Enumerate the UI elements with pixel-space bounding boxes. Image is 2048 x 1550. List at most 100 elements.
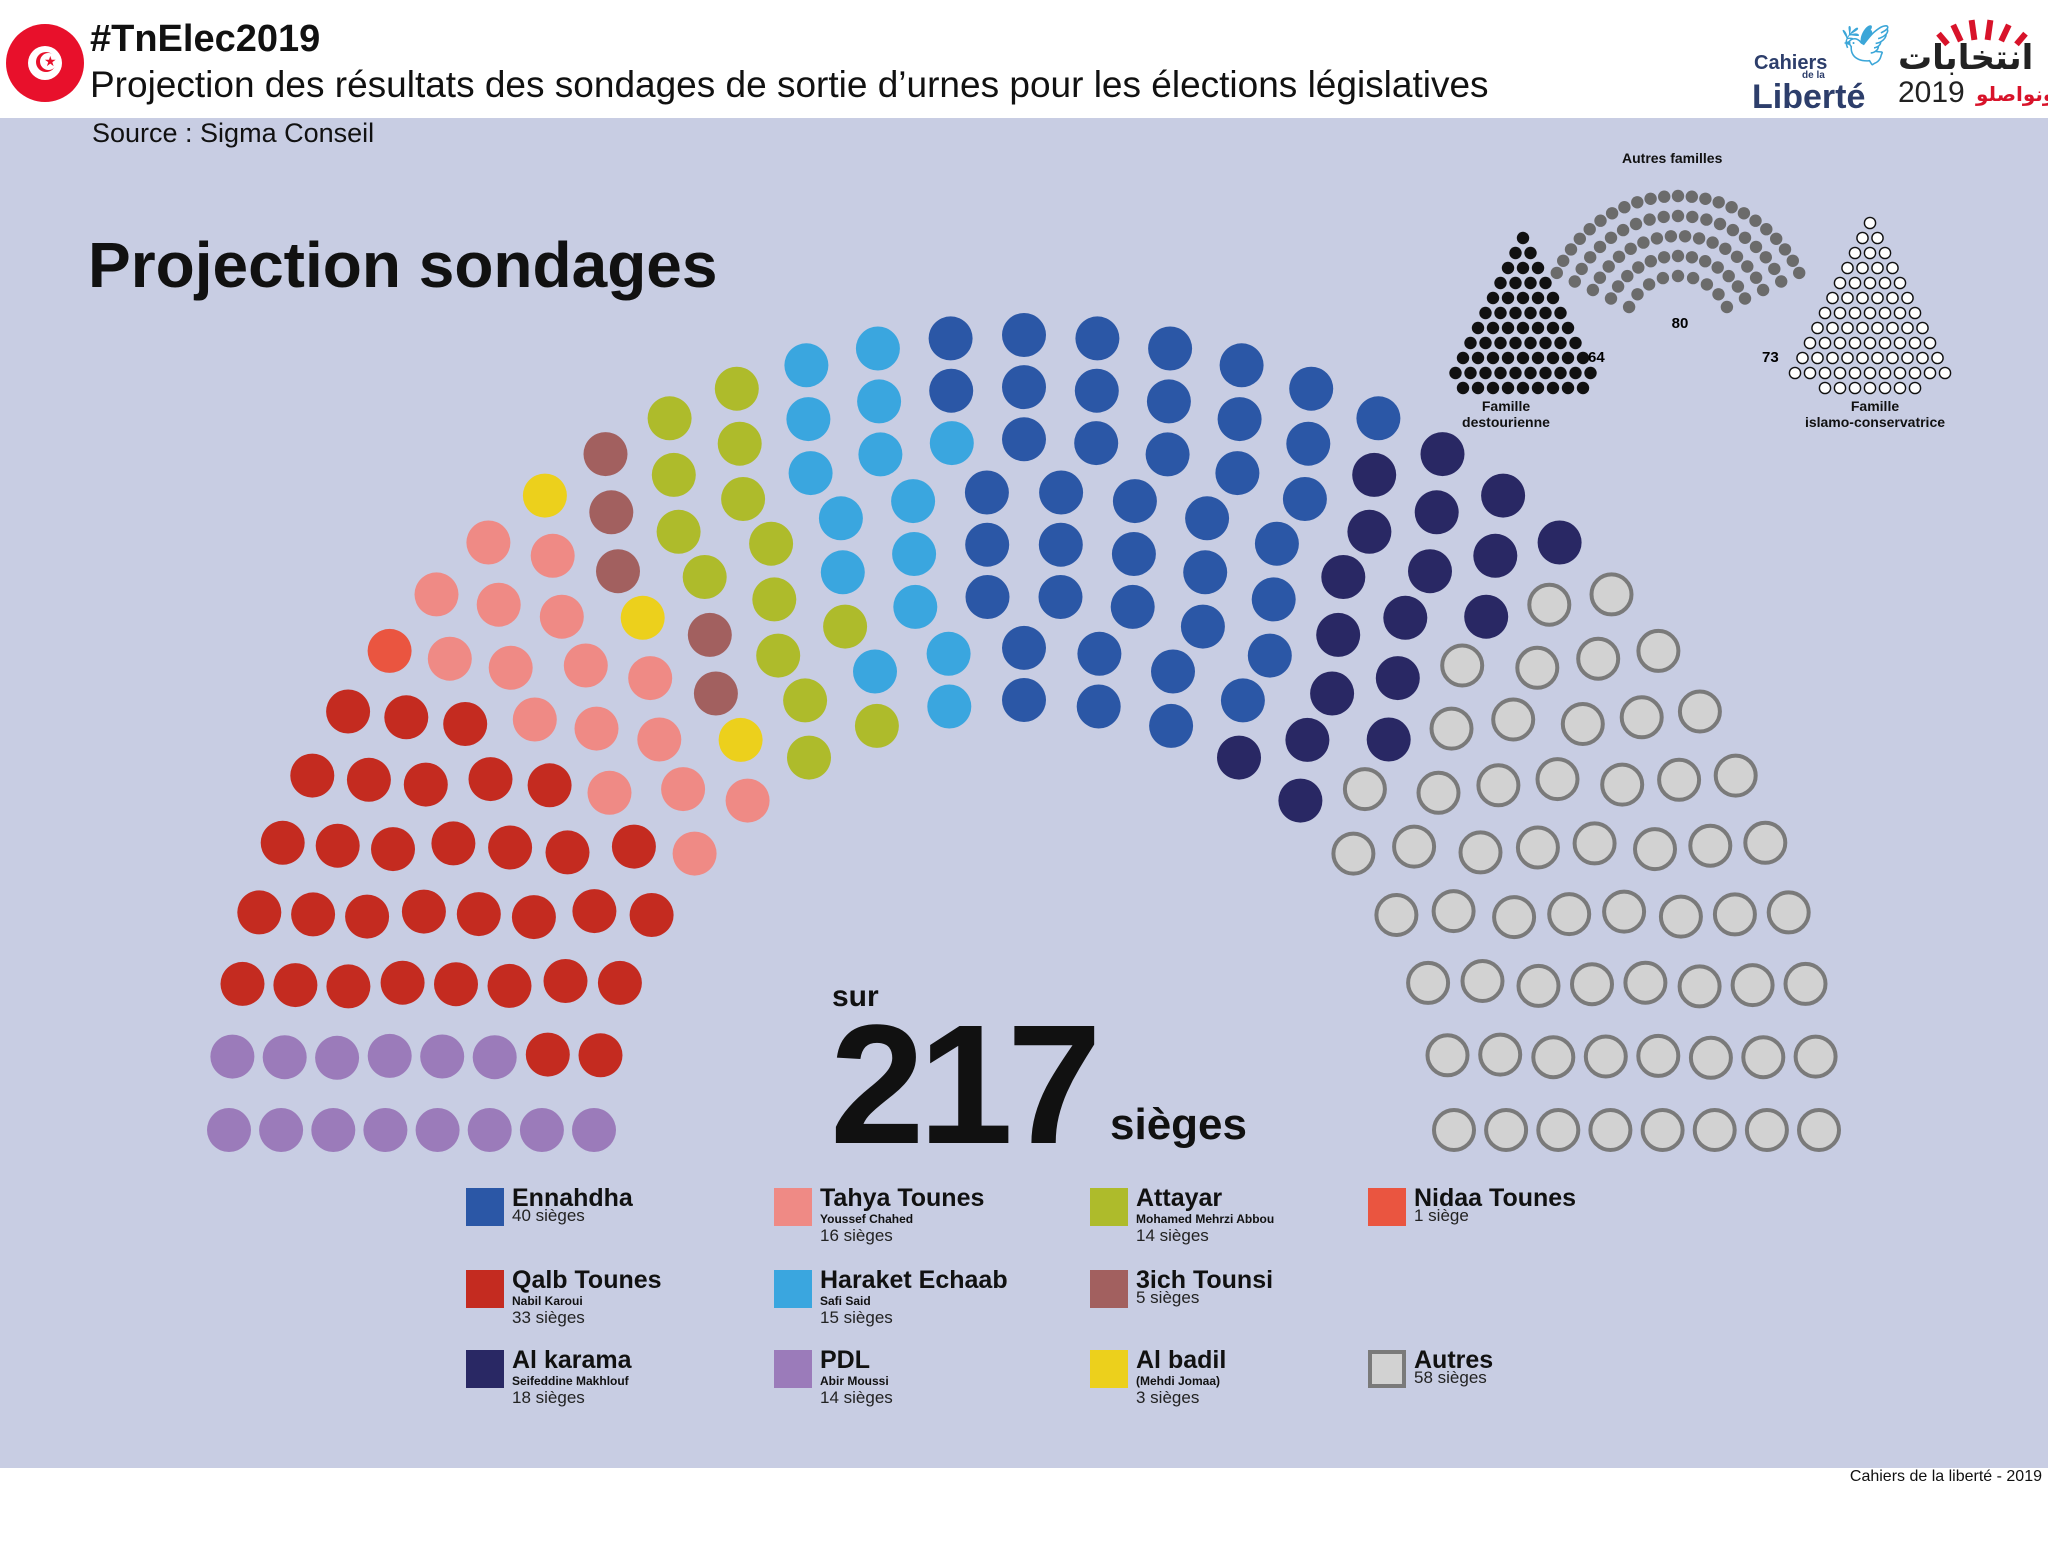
family-seat-famille-destourienne [1539,336,1552,350]
seat-ennahdha [965,522,1010,567]
family-seat-famille-destourienne [1554,336,1567,350]
seat-autres [1797,1108,1841,1152]
family-seat-famille-destourienne [1561,381,1575,395]
family-seat-autres-familles [1616,223,1630,237]
family-seat-autres-familles [1605,207,1619,220]
seat-autres [1743,820,1788,865]
seat-haraket-echaab [820,550,865,595]
seat-qalb-tounes [431,821,476,866]
seat-autres [1688,1035,1733,1080]
seat-qalb-tounes [220,961,265,1006]
legend-party-name: PDL [820,1346,870,1374]
family-seat-famille-destourienne [1531,291,1545,305]
family-seat-famille-islamo-conservatrice [1878,381,1892,395]
legend-party-name: Al karama [512,1346,632,1374]
family-seat-autres-familles [1706,236,1719,249]
seat-qalb-tounes [403,762,448,807]
family-label-destourienne: Famille destourienne [1462,398,1550,430]
seat-pdl [519,1108,564,1152]
seat-haraket-echaab [892,532,937,576]
seat-ennahdha [1282,477,1327,521]
family-seat-famille-destourienne [1576,351,1590,365]
seat-pdl [367,1033,412,1078]
seat-attayar [682,555,727,599]
seat-autres [1536,1108,1581,1152]
seat-tahya-tounes [725,778,770,823]
family-seat-famille-destourienne [1471,351,1485,365]
family-seat-famille-destourienne [1516,381,1530,395]
family-seat-famille-islamo-conservatrice [1871,291,1884,305]
seat-autres [1432,1108,1476,1152]
seat-autres [1619,695,1664,740]
family-seat-famille-destourienne [1479,306,1492,320]
seat-haraket-echaab [927,684,972,729]
seat-qalb-tounes [488,825,533,870]
seat-autres [1570,962,1614,1007]
seat-pdl [315,1035,360,1080]
seat-pdl [262,1035,307,1080]
family-seat-autres-familles [1643,213,1656,226]
family-seat-famille-islamo-conservatrice [1923,366,1937,380]
family-seat-autres-familles [1671,269,1685,283]
seat-pdl [259,1108,304,1152]
legend-party-name: Autres [1414,1346,1494,1374]
family-seat-famille-islamo-conservatrice [1803,366,1817,380]
family-seat-autres-familles [1671,209,1685,223]
seat-al-karama [1352,452,1397,497]
family-seat-famille-destourienne [1509,306,1522,320]
seat-autres [1416,770,1461,815]
seat-ennahdha [1038,522,1083,567]
family-seat-autres-familles [1657,251,1671,264]
seat-autres [1713,753,1758,798]
legend-party-name: 3ich Tounsi [1136,1266,1274,1294]
seat-haraket-echaab [855,326,900,371]
family-seat-autres-familles [1584,251,1597,264]
family-seat-autres-familles [1738,292,1752,305]
family-seat-famille-islamo-conservatrice [1871,261,1884,275]
family-seat-famille-islamo-conservatrice [1818,336,1832,350]
seat-ennahdha [1289,366,1334,411]
seat-attayar [714,366,759,411]
family-seat-autres-familles [1612,250,1626,263]
family-seat-autres-familles [1593,271,1607,284]
seat-qalb-tounes [346,757,391,802]
family-seat-famille-islamo-conservatrice [1878,246,1892,260]
family-seat-famille-islamo-conservatrice [1938,366,1952,380]
legend-seat-count: 5 sièges [1136,1288,1200,1307]
legend-party-name: Haraket Echaab [820,1266,1008,1294]
seat-qalb-tounes [443,702,488,746]
family-seat-autres-familles [1642,278,1656,291]
family-seat-autres-familles [1738,231,1752,244]
legend-seat-count: 15 sièges [820,1308,893,1327]
family-seat-famille-islamo-conservatrice [1878,306,1892,320]
family-seat-famille-islamo-conservatrice [1863,216,1877,230]
family-seat-famille-destourienne [1486,321,1500,335]
legend-seat-count: 1 siège [1414,1206,1469,1225]
legend-seat-count: 3 sièges [1136,1388,1200,1407]
seat-al-karama [1285,717,1330,762]
family-seat-famille-islamo-conservatrice [1811,351,1824,365]
family-seat-famille-islamo-conservatrice [1841,261,1854,275]
family-seat-famille-islamo-conservatrice [1848,366,1862,380]
family-seat-famille-destourienne [1539,276,1552,290]
seat-attayar [756,633,801,678]
seat-ennahdha [1146,379,1191,424]
family-seat-famille-islamo-conservatrice [1826,291,1839,305]
seat-autres [1583,1034,1628,1079]
family-seat-autres-familles [1737,207,1751,220]
seat-autres [1515,825,1560,870]
family-seat-autres-familles [1644,192,1657,205]
family-seat-autres-familles [1644,255,1658,268]
family-seat-famille-destourienne [1516,261,1530,275]
seat-autres [1492,895,1537,940]
family-seat-autres-familles [1759,251,1773,264]
seat-tahya-tounes [637,717,682,762]
footer-credit: Cahiers de la liberté - 2019 [1849,1468,2042,1485]
legend-leader: Abir Moussi [820,1374,889,1388]
seat-haraket-echaab [788,451,833,496]
family-seat-famille-destourienne [1524,276,1537,290]
seat-autres [1588,1108,1633,1152]
family-seat-famille-islamo-conservatrice [1833,306,1847,320]
family-seat-famille-islamo-conservatrice [1833,276,1847,290]
family-seat-famille-destourienne [1501,291,1515,305]
